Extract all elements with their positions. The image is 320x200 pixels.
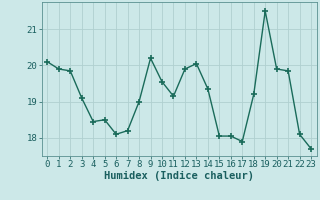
X-axis label: Humidex (Indice chaleur): Humidex (Indice chaleur) [104,171,254,181]
